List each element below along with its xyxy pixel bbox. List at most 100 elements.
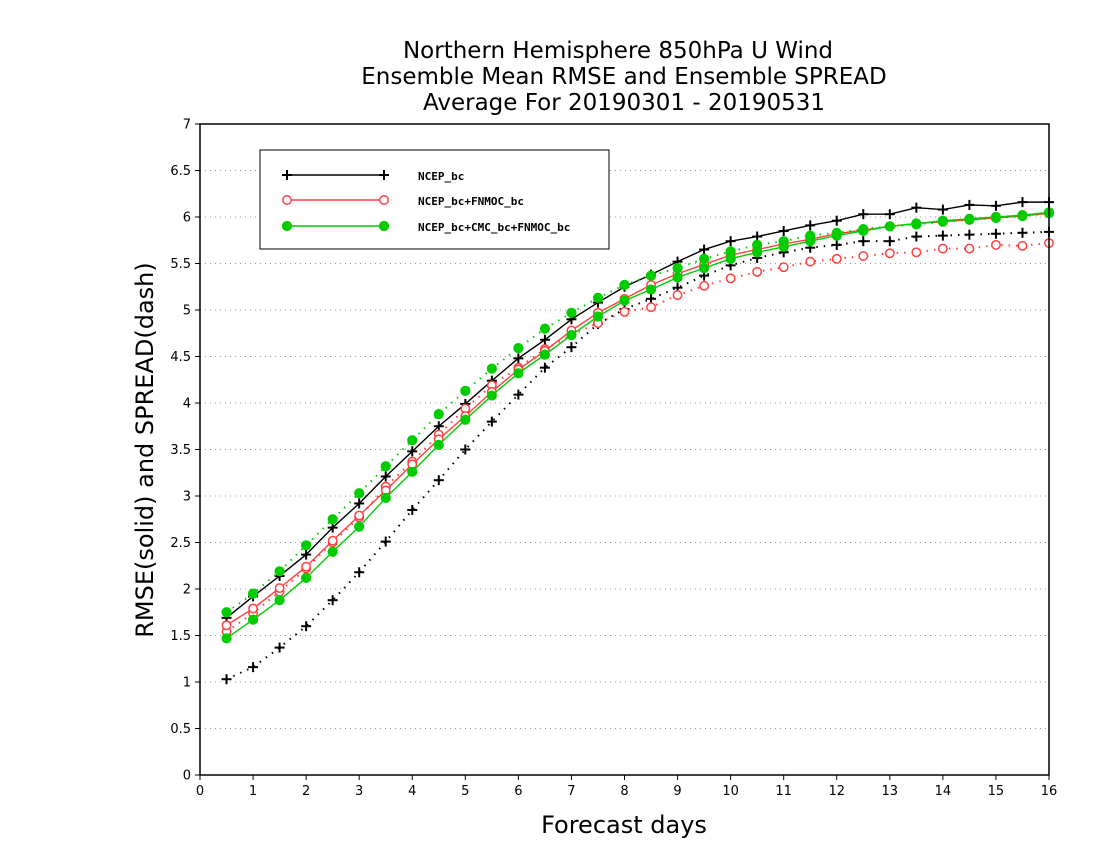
- series-ncep-bc-cmc-bc-fnmoc-bc-spread-point-1: [247, 588, 259, 599]
- series-ncep-bc-rmse-point-23: [831, 215, 842, 226]
- series-ncep-bc-cmc-bc-fnmoc-bc-rmse-point-0: [221, 633, 232, 644]
- y-tick-label-13: 6.5: [170, 164, 191, 179]
- series-ncep-bc-cmc-bc-fnmoc-bc-spread-point-11: [513, 343, 524, 354]
- series-ncep-bc-cmc-bc-fnmoc-bc-rmse-point-25: [884, 221, 895, 232]
- series-ncep-bc-cmc-bc-fnmoc-bc-rmse-point-20: [752, 247, 763, 258]
- legend-label-ncep-bc-fnmoc-bc: NCEP_bc+FNMOC_bc: [418, 195, 524, 208]
- x-tick-label-0: 0: [196, 784, 204, 799]
- series-ncep-bc-cmc-bc-fnmoc-bc-rmse-point-28: [964, 213, 975, 224]
- y-tick-label-4: 2: [183, 583, 191, 598]
- series-ncep-bc-cmc-bc-fnmoc-bc-spread-point-18: [698, 253, 710, 264]
- series-ncep-bc-rmse-point-27: [937, 204, 948, 215]
- series-ncep-bc-cmc-bc-fnmoc-bc-spread-point-14: [592, 292, 604, 304]
- series-ncep-bc-fnmoc-bc-spread-point-16: [646, 302, 656, 313]
- series-ncep-bc-cmc-bc-fnmoc-bc-spread-point-7: [407, 435, 418, 446]
- series-ncep-bc-rmse-point-30: [1017, 197, 1028, 208]
- chart-title-line-3: Average For 20190301 - 20190531: [423, 90, 825, 116]
- series-ncep-bc-rmse-point-22: [805, 220, 816, 231]
- chart-title-line-2: Ensemble Mean RMSE and Ensemble SPREAD: [361, 64, 886, 90]
- x-tick-label-3: 3: [355, 784, 363, 799]
- series-ncep-bc-cmc-bc-fnmoc-bc-rmse-point-10: [486, 390, 497, 401]
- series-ncep-bc-spread-point-26: [911, 231, 922, 242]
- series-ncep-bc-rmse-point-26: [911, 202, 922, 213]
- x-tick-label-6: 6: [514, 784, 522, 799]
- y-axis-label: RMSE(solid) and SPREAD(dash): [131, 262, 159, 638]
- series-ncep-bc-cmc-bc-fnmoc-bc-rmse-point-12: [539, 349, 551, 360]
- series-ncep-bc-cmc-bc-fnmoc-bc-spread-point-6: [380, 461, 391, 472]
- series-ncep-bc-rmse-point-5: [354, 498, 365, 509]
- series-ncep-bc-spread-point-10: [486, 416, 497, 427]
- series-ncep-bc-cmc-bc-fnmoc-bc-spread-point-2: [274, 566, 285, 577]
- series-ncep-bc-fnmoc-bc-spread-point-26: [911, 247, 922, 258]
- series-ncep-bc-fnmoc-bc-spread-point-28: [964, 243, 975, 254]
- series-ncep-bc-cmc-bc-fnmoc-bc-rmse-point-15: [619, 295, 630, 306]
- x-tick-label-1: 1: [249, 784, 257, 799]
- series-ncep-bc-spread-point-25: [884, 236, 895, 247]
- legend-marker-right-ncep-bc-cmc-bc-fnmoc-bc: [378, 220, 390, 232]
- x-tick-label-4: 4: [408, 784, 416, 799]
- legend-marker-left-ncep-bc: [282, 170, 292, 180]
- series-ncep-bc-rmse-point-28: [964, 199, 975, 210]
- series-ncep-bc-fnmoc-bc-rmse-point-3: [301, 561, 312, 572]
- series-ncep-bc-spread-point-23: [831, 239, 842, 250]
- x-tick-label-15: 15: [988, 784, 1005, 799]
- series-ncep-bc-spread-point-30: [1017, 227, 1028, 238]
- x-tick-label-8: 8: [620, 784, 628, 799]
- legend: NCEP_bc NCEP_bc+FNMOC_bc NCEP_bc+CMC_bc+…: [259, 149, 610, 250]
- series-ncep-bc-fnmoc-bc-spread-point-27: [937, 243, 948, 254]
- series-ncep-bc-fnmoc-bc-spread-point-18: [699, 280, 710, 291]
- series-ncep-bc-fnmoc-bc-spread-point-15: [619, 306, 630, 317]
- series-ncep-bc-cmc-bc-fnmoc-bc-spread-point-0: [221, 607, 232, 618]
- series-ncep-bc-cmc-bc-fnmoc-bc-spread-point-3: [301, 540, 312, 551]
- series-ncep-bc-cmc-bc-fnmoc-bc-rmse-point-8: [433, 439, 444, 450]
- series-ncep-bc-spread-point-6: [380, 536, 391, 547]
- x-tick-label-13: 13: [882, 784, 899, 799]
- series-ncep-bc-cmc-bc-fnmoc-bc-spread-point-15: [619, 279, 630, 290]
- x-tick-label-12: 12: [828, 784, 845, 799]
- series-ncep-bc-cmc-bc-fnmoc-bc-spread-point-9: [460, 385, 471, 397]
- x-tick-label-5: 5: [461, 784, 469, 799]
- series-ncep-bc-cmc-bc-fnmoc-bc-spread-point-10: [486, 363, 497, 374]
- y-tick-label-1: 0.5: [170, 722, 191, 737]
- x-tick-label-11: 11: [775, 784, 792, 799]
- y-tick-label-9: 4.5: [170, 350, 191, 365]
- series-ncep-bc-spread-point-29: [990, 228, 1001, 239]
- series-ncep-bc-rmse-point-25: [884, 209, 895, 220]
- series-ncep-bc-cmc-bc-fnmoc-bc-rmse-point-22: [805, 236, 816, 247]
- series-ncep-bc-rmse-point-24: [858, 209, 869, 220]
- series-ncep-bc-spread-point-9: [460, 444, 471, 455]
- series-ncep-bc-spread-point-11: [513, 389, 524, 400]
- series-ncep-bc-cmc-bc-fnmoc-bc-rmse-point-1: [247, 614, 259, 625]
- series-ncep-bc-fnmoc-bc-rmse-point-1: [248, 603, 259, 614]
- series-ncep-bc-spread-point-4: [327, 595, 338, 606]
- series-ncep-bc-cmc-bc-fnmoc-bc-rmse-point-11: [513, 368, 524, 379]
- series-ncep-bc-cmc-bc-fnmoc-bc-rmse-point-26: [911, 218, 922, 229]
- series-ncep-bc-fnmoc-bc-spread-point-21: [778, 262, 789, 273]
- chart-title-line-1: Northern Hemisphere 850hPa U Wind: [403, 38, 833, 64]
- x-tick-label-9: 9: [673, 784, 681, 799]
- y-tick-label-7: 3.5: [170, 443, 191, 458]
- series-ncep-bc-cmc-bc-fnmoc-bc-rmse-point-14: [592, 311, 604, 322]
- series-ncep-bc-spread-point-5: [354, 567, 365, 578]
- series-ncep-bc-cmc-bc-fnmoc-bc-rmse-point-24: [858, 225, 869, 237]
- series-ncep-bc-cmc-bc-fnmoc-bc-rmse-point-2: [274, 595, 285, 606]
- x-tick-label-7: 7: [567, 784, 575, 799]
- series-ncep-bc-cmc-bc-fnmoc-bc-spread-point-12: [539, 323, 551, 334]
- series-ncep-bc-fnmoc-bc-spread-point-17: [672, 290, 683, 301]
- series-ncep-bc-spread-point-28: [964, 229, 975, 240]
- series-ncep-bc-cmc-bc-fnmoc-bc-rmse-point-27: [937, 215, 948, 226]
- series-ncep-bc-rmse-point-19: [725, 236, 736, 247]
- series-ncep-bc-rmse-point-11: [513, 353, 524, 364]
- legend-marker-left-ncep-bc-cmc-bc-fnmoc-bc: [281, 220, 293, 232]
- x-axis-label: Forecast days: [541, 811, 707, 839]
- y-tick-label-3: 1.5: [170, 629, 191, 644]
- series-ncep-bc-spread-point-7: [407, 504, 418, 515]
- series-ncep-bc-cmc-bc-fnmoc-bc-rmse-point-9: [460, 414, 471, 425]
- x-tick-label-16: 16: [1041, 784, 1058, 799]
- y-tick-label-14: 7: [183, 118, 191, 133]
- y-tick-label-5: 2.5: [170, 536, 191, 551]
- series-ncep-bc: [221, 197, 1054, 685]
- series-ncep-bc-spread-point-8: [433, 475, 444, 486]
